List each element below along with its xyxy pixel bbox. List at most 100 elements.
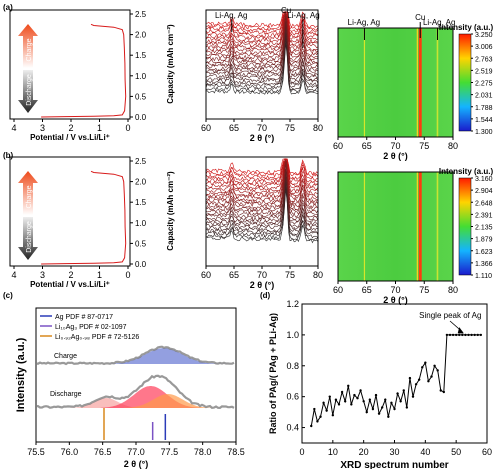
legend-entry: Ag PDF # 87-0717 bbox=[55, 314, 113, 321]
xrd-trace bbox=[205, 158, 319, 204]
potential-curve bbox=[41, 170, 127, 265]
x-tick-label: 75.5 bbox=[27, 447, 45, 457]
data-point bbox=[340, 390, 344, 394]
data-point bbox=[350, 403, 353, 406]
annotation-li-ag-right: Li-Ag, Ag bbox=[423, 18, 455, 27]
xrd-trace bbox=[205, 11, 319, 62]
xrd-trace bbox=[205, 11, 319, 44]
data-point bbox=[473, 333, 476, 337]
data-point bbox=[359, 389, 362, 392]
y-axis-label: Capacity (mAh cm⁻²) bbox=[166, 171, 175, 251]
data-point bbox=[393, 407, 396, 411]
y-axis-label: Intensity (a.u.) bbox=[15, 337, 27, 412]
data-point bbox=[328, 395, 331, 398]
x-tick-label: 4 bbox=[11, 123, 16, 133]
xrd-trace bbox=[205, 25, 318, 79]
y-tick-label: 0.0 bbox=[135, 113, 147, 122]
data-point bbox=[476, 333, 479, 337]
y-tick-label: 1.5 bbox=[135, 51, 147, 60]
y-tick-label: 1.0 bbox=[286, 330, 299, 340]
x-axis-label: XRD spectrum number bbox=[340, 460, 448, 469]
data-point bbox=[427, 380, 430, 383]
colorbar-title: Intensity (a.u.) bbox=[439, 23, 494, 32]
xrd-trace bbox=[205, 158, 318, 181]
data-point bbox=[402, 389, 405, 392]
heatmap-band bbox=[416, 172, 418, 281]
x-tick-label: 65 bbox=[229, 123, 239, 133]
data-point bbox=[467, 333, 470, 337]
charge-label: Charge bbox=[26, 185, 33, 208]
x-tick-label: 3 bbox=[40, 123, 45, 133]
colorbar-tick-label: 2.519 bbox=[475, 68, 493, 75]
colorbar-tick-label: 1.788 bbox=[475, 105, 493, 112]
x-tick-label: 1 bbox=[97, 270, 102, 280]
x-tick-label: 65 bbox=[362, 141, 372, 151]
xrd-trace bbox=[205, 168, 319, 221]
y-tick-label: 2.0 bbox=[135, 178, 147, 187]
data-point bbox=[313, 407, 316, 411]
y-tick-label: 1.0 bbox=[135, 72, 147, 81]
colorbar-tick-label: 2.031 bbox=[475, 93, 493, 100]
x-tick-label: 0 bbox=[299, 447, 304, 457]
x-tick-label: 77.0 bbox=[127, 447, 145, 457]
xrd-trace bbox=[205, 185, 319, 239]
data-point bbox=[374, 393, 378, 397]
xrd-trace bbox=[205, 181, 319, 233]
xrd-trace bbox=[205, 16, 319, 72]
data-point bbox=[464, 333, 467, 337]
colorbar-tick-label: 2.648 bbox=[475, 200, 493, 207]
data-point bbox=[424, 361, 427, 364]
x-tick-label: 80 bbox=[313, 270, 323, 280]
heatmap-band bbox=[363, 28, 366, 137]
x-tick-label: 2 bbox=[68, 123, 73, 133]
frame bbox=[301, 303, 488, 444]
heatmap-band bbox=[436, 28, 439, 137]
colorbar-tick-label: 2.904 bbox=[475, 188, 493, 195]
x-axis-label: 2 θ (°) bbox=[124, 459, 148, 469]
panel-label-a: (a) bbox=[3, 3, 13, 12]
annotation-cu: Cu bbox=[281, 6, 291, 15]
colorbar bbox=[458, 177, 472, 276]
xrd-trace bbox=[205, 178, 319, 231]
y-tick-label: 2.5 bbox=[135, 157, 147, 166]
annotation-arrowhead bbox=[457, 327, 464, 334]
heatmap-band bbox=[418, 172, 422, 281]
colorbar-tick-label: 1.300 bbox=[475, 129, 493, 136]
discharge-arrow bbox=[18, 70, 38, 113]
xrd-trace bbox=[205, 163, 319, 218]
heatmap-field bbox=[338, 28, 453, 137]
x-tick-label: 70 bbox=[257, 123, 267, 133]
x-tick-label: 60 bbox=[201, 270, 211, 280]
data-point bbox=[405, 406, 409, 409]
xrd-trace bbox=[205, 32, 319, 84]
xrd-trace bbox=[205, 158, 319, 186]
panel-label-c: (c) bbox=[3, 291, 13, 300]
xrd-trace bbox=[205, 158, 319, 209]
data-point bbox=[334, 398, 338, 401]
data-point bbox=[322, 401, 325, 405]
x-axis-label: Potential / V vs.Li/Li⁺ bbox=[30, 280, 110, 289]
y-axis-label: Ratio of PAg/( PAg + PLi-Ag) bbox=[268, 313, 278, 434]
data-point bbox=[470, 333, 473, 337]
x-tick-label: 2 bbox=[68, 270, 73, 280]
y-axis-label: Capacity (mAh cm⁻²) bbox=[166, 24, 175, 104]
xrd-trace bbox=[205, 11, 319, 57]
xrd-trace bbox=[205, 22, 319, 74]
x-tick-label: 0 bbox=[125, 270, 130, 280]
data-point bbox=[356, 397, 359, 400]
y-tick-label: 0.5 bbox=[135, 92, 147, 101]
data-point bbox=[377, 412, 381, 415]
data-point bbox=[368, 398, 372, 401]
annotation-li-ag-left: Li-Ag, Ag bbox=[215, 11, 247, 20]
y-tick-label: 0.0 bbox=[135, 260, 147, 269]
xrd-trace bbox=[205, 158, 319, 196]
colorbar-tick-label: 3.250 bbox=[475, 32, 493, 39]
data-point bbox=[454, 333, 458, 337]
data-point bbox=[343, 400, 347, 403]
heatmap-band bbox=[436, 172, 439, 281]
x-tick-label: 60 bbox=[333, 285, 343, 295]
x-axis-label: Potential / V vs.Li/Li⁺ bbox=[30, 133, 110, 142]
data-point bbox=[458, 333, 461, 337]
data-point bbox=[442, 390, 446, 394]
xrd-trace bbox=[205, 11, 319, 49]
